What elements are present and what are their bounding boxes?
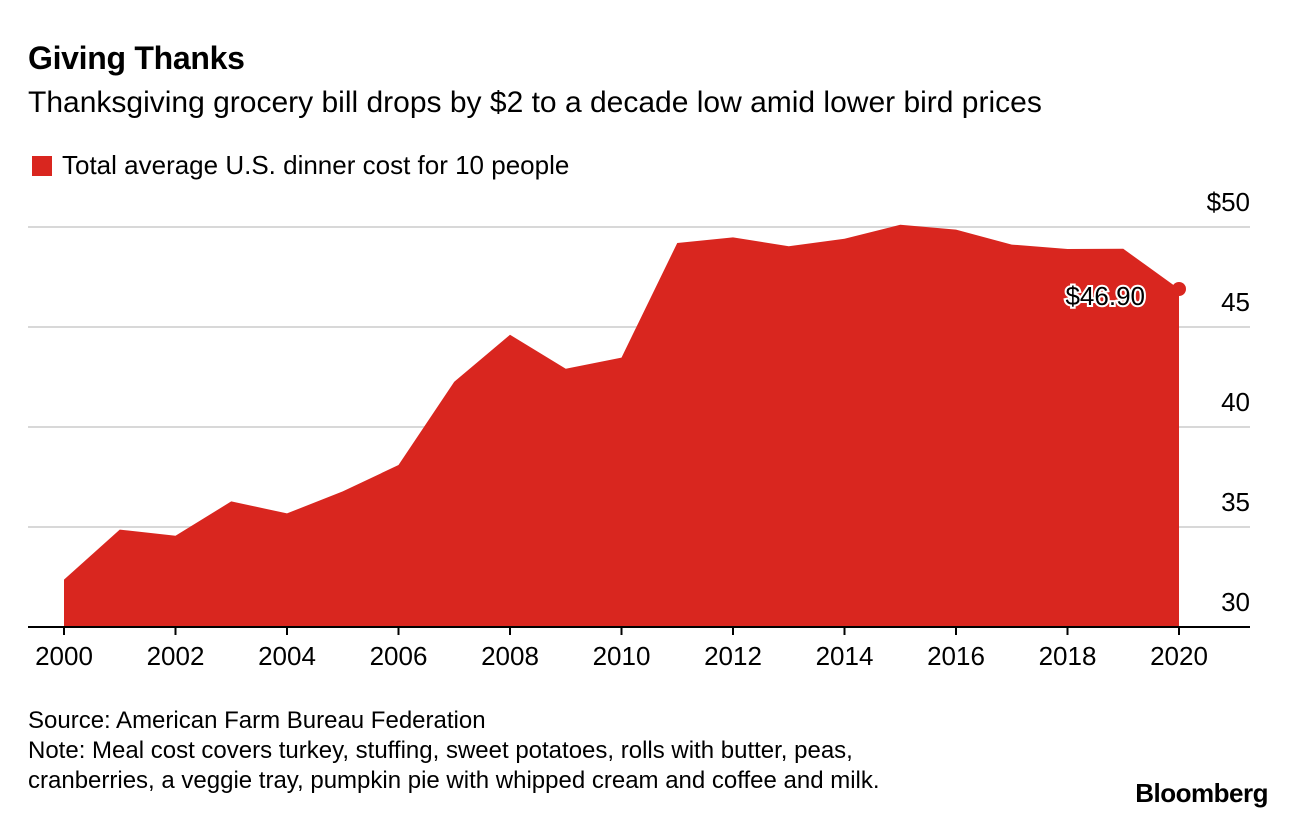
end-value-label: $46.90	[1065, 281, 1145, 311]
x-tick-label: 2002	[147, 641, 205, 671]
y-tick-label: 30	[1221, 587, 1250, 617]
note-text-line1: Note: Meal cost covers turkey, stuffing,…	[28, 737, 853, 764]
end-point-marker	[1172, 282, 1186, 296]
chart-title: Giving Thanks	[28, 40, 245, 76]
area-chart: 2000 2002 2004 2006 2008 2010 2012 2014 2016 2018…	[28, 187, 1250, 671]
chart-subtitle: Thanksgiving grocery bill drops by $2 to…	[28, 86, 1042, 119]
x-tick-label: 2000	[35, 641, 93, 671]
x-tick-label: 2008	[481, 641, 539, 671]
x-tick-label: 2004	[258, 641, 316, 671]
x-tick-label: 2010	[593, 641, 651, 671]
legend: Total average U.S. dinner cost for 10 pe…	[32, 150, 569, 181]
x-tick-label: 2020	[1150, 641, 1208, 671]
x-tick-label: 2018	[1039, 641, 1097, 671]
y-tick-label: 35	[1221, 487, 1250, 517]
legend-swatch	[32, 155, 52, 176]
x-tick-label: 2014	[816, 641, 874, 671]
x-axis-ticks: 2000 2002 2004 2006 2008 2010 2012 2014 2016 2018…	[35, 627, 1208, 671]
x-tick-label: 2012	[704, 641, 762, 671]
legend-label: Total average U.S. dinner cost for 10 pe…	[62, 150, 570, 180]
area-series	[64, 224, 1179, 628]
y-tick-label: 40	[1221, 387, 1250, 417]
x-tick-label: 2016	[927, 641, 985, 671]
note-text-line2: cranberries, a veggie tray, pumpkin pie …	[28, 767, 880, 794]
y-tick-label: $50	[1207, 187, 1250, 217]
y-tick-label: 45	[1221, 287, 1250, 317]
source-text: Source: American Farm Bureau Federation	[28, 707, 486, 734]
x-tick-label: 2006	[370, 641, 428, 671]
y-axis-ticks: 30 35 40 45 $50	[1207, 187, 1250, 617]
bloomberg-logo: Bloomberg	[1135, 778, 1268, 808]
